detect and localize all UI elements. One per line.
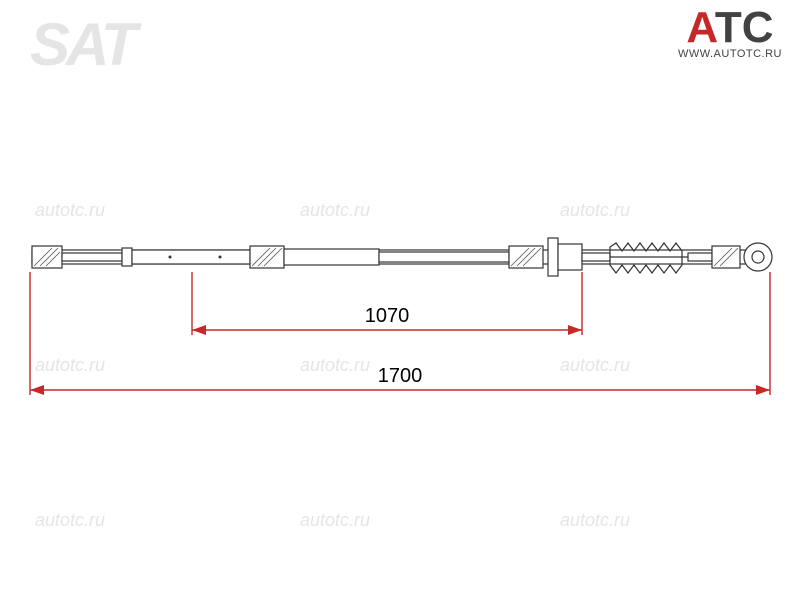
- cable-part: [32, 238, 772, 276]
- technical-drawing: 1070 1700: [0, 0, 800, 600]
- dimension-1070: 1070: [192, 272, 582, 335]
- dimension-1700: 1700: [30, 272, 770, 395]
- dim-label-1070: 1070: [365, 305, 410, 327]
- dim-label-1700: 1700: [378, 365, 423, 387]
